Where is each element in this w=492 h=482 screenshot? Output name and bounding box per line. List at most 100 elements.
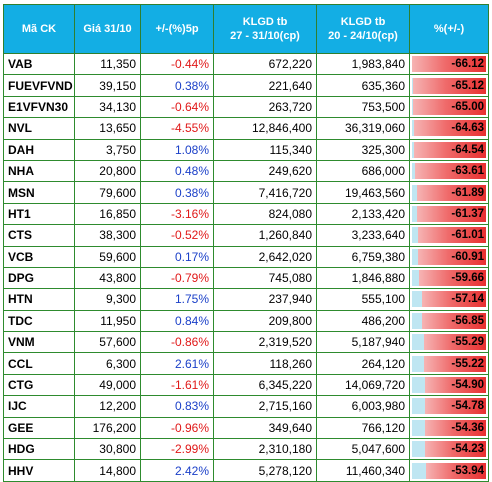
change-5p-cell: 0.17% bbox=[140, 245, 214, 268]
table-row: HDG 30,800 -2.99% 2,310,180 5,047,600 -54.23 bbox=[3, 438, 489, 461]
change-5p-cell: 2.42% bbox=[140, 459, 214, 482]
data-bar-track: -57.14 bbox=[412, 291, 486, 308]
pct-change-value: -61.01 bbox=[451, 229, 484, 242]
data-bar-track: -54.78 bbox=[412, 398, 486, 415]
price-cell: 39,150 bbox=[74, 74, 141, 97]
data-bar-track: -55.29 bbox=[412, 334, 486, 351]
header-price: Giá 31/10 bbox=[74, 4, 141, 54]
header-row: Mã CK Giá 31/10 +/-(%)5p KLGD tb 27 - 31/10(… bbox=[3, 4, 489, 54]
table-body: VAB 11,350 -0.44% 672,220 1,983,840 -66.12 FUE… bbox=[3, 52, 489, 482]
avg-vol-20-24-cell: 766,120 bbox=[316, 416, 410, 440]
price-cell: 14,800 bbox=[74, 459, 141, 482]
ticker-cell: NVL bbox=[3, 117, 75, 140]
change-5p-cell: -0.86% bbox=[140, 331, 214, 354]
header-label: Mã CK bbox=[21, 23, 57, 35]
data-bar-fill bbox=[424, 334, 486, 351]
pct-change-value: -65.12 bbox=[451, 79, 484, 92]
price-cell: 9,300 bbox=[74, 288, 141, 311]
change-5p-cell: -0.64% bbox=[140, 95, 214, 119]
pct-change-cell: -64.54 bbox=[409, 138, 489, 161]
avg-vol-20-24-cell: 5,187,940 bbox=[316, 331, 410, 354]
pct-change-value: -56.85 bbox=[451, 314, 484, 327]
table-row: IJC 12,200 0.83% 2,715,160 6,003,980 -54.78 bbox=[3, 395, 489, 418]
avg-vol-20-24-cell: 36,319,060 bbox=[316, 117, 410, 140]
table-row: TDC 11,950 0.84% 209,800 486,200 -56.85 bbox=[3, 309, 489, 333]
data-bar-fill bbox=[424, 355, 486, 372]
change-5p-cell: 2.61% bbox=[140, 352, 214, 375]
table-row: VNM 57,600 -0.86% 2,319,520 5,187,940 -55.29 bbox=[3, 331, 489, 354]
header-change-5p: +/-(%)5p bbox=[140, 4, 214, 54]
table-row: VCB 59,600 0.17% 2,642,020 6,759,380 -60.91 bbox=[3, 245, 489, 268]
data-bar-fill bbox=[424, 398, 486, 415]
ticker-cell: VCB bbox=[3, 245, 75, 268]
price-cell: 12,200 bbox=[74, 395, 141, 418]
data-bar-fill bbox=[424, 377, 486, 394]
data-bar-fill bbox=[412, 56, 486, 73]
header-label: 20 - 24/10(cp) bbox=[328, 30, 398, 42]
price-cell: 11,950 bbox=[74, 309, 141, 333]
data-bar-track: -59.66 bbox=[412, 270, 486, 287]
ticker-cell: IJC bbox=[3, 395, 75, 418]
pct-change-cell: -57.14 bbox=[409, 288, 489, 311]
data-bar-fill bbox=[416, 184, 486, 201]
avg-vol-20-24-cell: 3,233,640 bbox=[316, 224, 410, 247]
header-label: 27 - 31/10(cp) bbox=[230, 30, 300, 42]
avg-vol-27-31-cell: 209,800 bbox=[213, 309, 317, 333]
pct-change-cell: -60.91 bbox=[409, 245, 489, 268]
table-row: CTS 38,300 -0.52% 1,260,840 3,233,640 -61.01 bbox=[3, 224, 489, 247]
avg-vol-20-24-cell: 5,047,600 bbox=[316, 438, 410, 461]
header-label: %(+/-) bbox=[433, 23, 465, 35]
pct-change-cell: -54.78 bbox=[409, 395, 489, 418]
avg-vol-20-24-cell: 14,069,720 bbox=[316, 373, 410, 397]
data-bar-track: -61.89 bbox=[412, 184, 486, 201]
data-bar-fill bbox=[417, 227, 486, 244]
price-cell: 43,800 bbox=[74, 266, 141, 290]
change-5p-cell: -0.52% bbox=[140, 224, 214, 247]
pct-change-cell: -55.22 bbox=[409, 352, 489, 375]
avg-vol-20-24-cell: 325,300 bbox=[316, 138, 410, 161]
data-bar-track: -56.85 bbox=[412, 312, 486, 329]
avg-vol-20-24-cell: 753,500 bbox=[316, 95, 410, 119]
avg-vol-27-31-cell: 118,260 bbox=[213, 352, 317, 375]
pct-change-cell: -56.85 bbox=[409, 309, 489, 333]
avg-vol-20-24-cell: 264,120 bbox=[316, 352, 410, 375]
ticker-cell: CTS bbox=[3, 224, 75, 247]
price-cell: 3,750 bbox=[74, 138, 141, 161]
change-5p-cell: -0.79% bbox=[140, 266, 214, 290]
ticker-cell: HT1 bbox=[3, 202, 75, 226]
ticker-cell: NHA bbox=[3, 159, 75, 183]
header-label: Giá 31/10 bbox=[83, 23, 132, 35]
pct-change-value: -59.66 bbox=[451, 272, 484, 285]
pct-change-value: -66.12 bbox=[451, 58, 484, 71]
pct-change-cell: -61.89 bbox=[409, 181, 489, 204]
pct-change-cell: -65.00 bbox=[409, 95, 489, 119]
data-bar-track: -64.54 bbox=[412, 141, 486, 158]
ticker-cell: HTN bbox=[3, 288, 75, 311]
change-5p-cell: -2.99% bbox=[140, 438, 214, 461]
avg-vol-27-31-cell: 2,715,160 bbox=[213, 395, 317, 418]
change-5p-cell: 0.83% bbox=[140, 395, 214, 418]
data-bar-track: -55.22 bbox=[412, 355, 486, 372]
pct-change-cell: -66.12 bbox=[409, 52, 489, 76]
pct-change-cell: -55.29 bbox=[409, 331, 489, 354]
ticker-cell: CTG bbox=[3, 373, 75, 397]
pct-change-value: -54.78 bbox=[451, 400, 484, 413]
price-cell: 34,130 bbox=[74, 95, 141, 119]
avg-vol-27-31-cell: 349,640 bbox=[213, 416, 317, 440]
pct-change-value: -61.37 bbox=[451, 207, 484, 220]
change-5p-cell: -4.55% bbox=[140, 117, 214, 140]
pct-change-value: -63.61 bbox=[451, 165, 484, 178]
pct-change-cell: -54.23 bbox=[409, 438, 489, 461]
table-row: GEE 176,200 -0.96% 349,640 766,120 -54.36 bbox=[3, 416, 489, 440]
data-bar-track: -65.12 bbox=[412, 77, 486, 94]
data-bar-fill bbox=[417, 205, 486, 222]
avg-vol-20-24-cell: 6,759,380 bbox=[316, 245, 410, 268]
data-bar-fill bbox=[417, 248, 486, 265]
pct-change-value: -53.94 bbox=[451, 464, 484, 477]
data-bar-track: -54.90 bbox=[412, 377, 486, 394]
ticker-cell: HDG bbox=[3, 438, 75, 461]
pct-change-cell: -63.61 bbox=[409, 159, 489, 183]
change-5p-cell: 0.38% bbox=[140, 181, 214, 204]
price-cell: 79,600 bbox=[74, 181, 141, 204]
avg-vol-20-24-cell: 6,003,980 bbox=[316, 395, 410, 418]
